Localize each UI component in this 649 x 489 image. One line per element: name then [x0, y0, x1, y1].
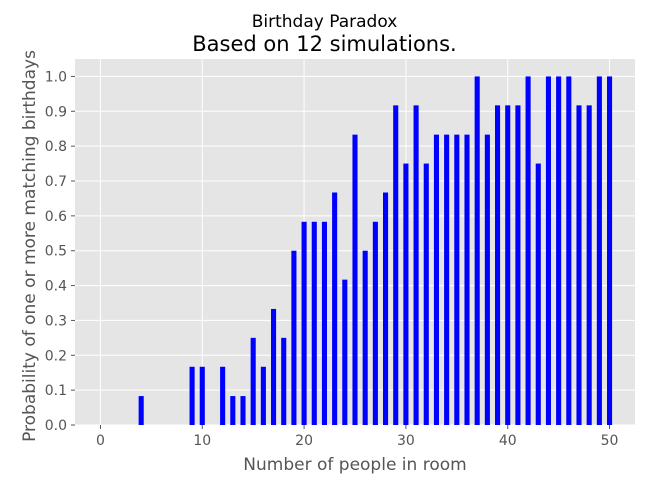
bar	[484, 134, 490, 425]
bar	[444, 134, 450, 425]
bar	[220, 366, 226, 425]
bar	[433, 134, 439, 425]
y-tick-label: 0.5	[45, 244, 67, 260]
x-axis-label: Number of people in room	[243, 455, 467, 475]
bar	[454, 134, 460, 425]
x-tick-label: 50	[601, 433, 619, 449]
bar	[596, 76, 602, 425]
chart-suptitle: Birthday Paradox	[251, 12, 398, 32]
bar	[372, 221, 378, 425]
bar	[464, 134, 470, 425]
bar	[332, 192, 338, 425]
x-tick-label: 0	[96, 433, 105, 449]
bar	[199, 366, 205, 425]
chart-title: Based on 12 simulations.	[192, 32, 457, 56]
y-tick-label: 0.8	[45, 139, 67, 155]
bar	[423, 163, 429, 426]
y-axis-label: Probability of one or more matching birt…	[20, 50, 40, 442]
bar	[607, 76, 613, 425]
bar	[291, 250, 297, 425]
y-tick-label: 0.7	[45, 174, 67, 190]
bar	[383, 192, 389, 425]
y-tick-label: 0.9	[45, 104, 67, 120]
bar	[250, 337, 256, 425]
y-tick-label: 0.6	[45, 209, 67, 225]
x-tick-label: 30	[397, 433, 415, 449]
bar	[545, 76, 551, 425]
y-tick-label: 0.0	[45, 418, 67, 434]
bar	[281, 337, 287, 425]
bar	[576, 105, 582, 426]
bar	[352, 134, 358, 425]
bar	[138, 396, 144, 425]
bar	[271, 308, 277, 425]
y-tick-label: 0.2	[45, 348, 67, 364]
bar	[586, 105, 592, 426]
bar	[474, 76, 480, 425]
x-tick-label: 20	[295, 433, 313, 449]
y-tick-label: 0.4	[45, 279, 67, 295]
bar	[505, 105, 511, 426]
bar	[515, 105, 521, 426]
bar	[230, 396, 236, 425]
y-tick-label: 0.3	[45, 313, 67, 329]
bar	[556, 76, 562, 425]
bar	[403, 163, 409, 426]
x-tick-label: 10	[193, 433, 211, 449]
bar	[311, 221, 317, 425]
y-tick-label: 0.1	[45, 383, 67, 399]
bar	[566, 76, 572, 425]
bar	[189, 366, 195, 425]
y-tick-label: 1.0	[45, 69, 67, 85]
bar	[321, 221, 327, 425]
bar	[413, 105, 419, 426]
x-tick-label: 40	[499, 433, 517, 449]
bar	[495, 105, 501, 426]
bar	[525, 76, 531, 425]
bar	[362, 250, 368, 425]
bar	[342, 279, 348, 425]
bar	[260, 366, 266, 425]
bar	[535, 163, 541, 426]
bar	[301, 221, 307, 425]
bar	[240, 396, 246, 425]
bar	[393, 105, 399, 426]
